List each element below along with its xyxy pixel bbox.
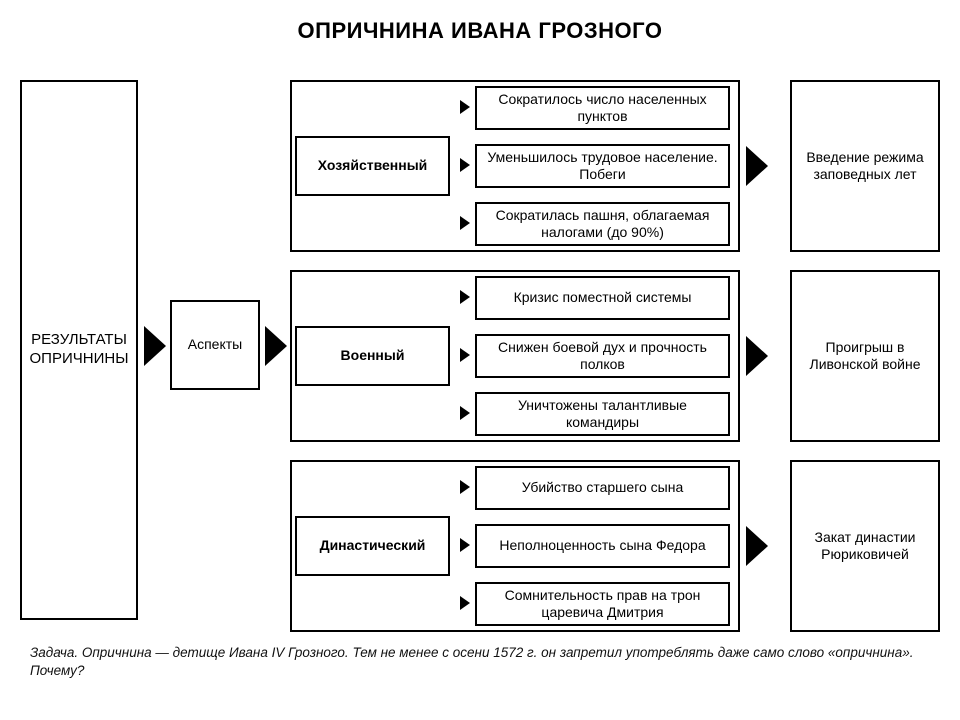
arrow-root-to-aspects xyxy=(144,326,166,366)
outcome-dynastic: Закат династии Рюриковичей xyxy=(790,460,940,632)
diagram-canvas: РЕЗУЛЬТАТЫ ОПРИЧНИНЫ Аспекты Хозяйственн… xyxy=(20,70,940,625)
detail-econ-2: Уменьшилось трудовое население. Побеги xyxy=(475,144,730,188)
arrow-dyn-outcome xyxy=(746,526,768,566)
arrow-dyn-d1 xyxy=(460,480,470,494)
arrow-dyn-d2 xyxy=(460,538,470,552)
arrow-econ-d3 xyxy=(460,216,470,230)
arrow-mil-d1 xyxy=(460,290,470,304)
page-title: ОПРИЧНИНА ИВАНА ГРОЗНОГО xyxy=(0,18,960,44)
arrow-mil-outcome xyxy=(746,336,768,376)
detail-mil-2: Снижен боевой дух и прочность полков xyxy=(475,334,730,378)
detail-dyn-3: Сомнительность прав на трон царевича Дми… xyxy=(475,582,730,626)
arrow-econ-d1 xyxy=(460,100,470,114)
category-military: Военный xyxy=(295,326,450,386)
arrow-mil-d2 xyxy=(460,348,470,362)
detail-dyn-1: Убийство старшего сына xyxy=(475,466,730,510)
detail-mil-3: Уничтожены талантливые командиры xyxy=(475,392,730,436)
detail-dyn-2: Неполноценность сына Федора xyxy=(475,524,730,568)
aspects-box: Аспекты xyxy=(170,300,260,390)
outcome-economic: Введение режима заповедных лет xyxy=(790,80,940,252)
outcome-military: Проигрыш в Ливонской войне xyxy=(790,270,940,442)
arrow-econ-outcome xyxy=(746,146,768,186)
detail-econ-1: Сократилось число населенных пунктов xyxy=(475,86,730,130)
category-dynastic: Династический xyxy=(295,516,450,576)
arrow-aspects-to-groups xyxy=(265,326,287,366)
footer-task-text: Задача. Опричнина — детище Ивана IV Гроз… xyxy=(30,644,930,680)
detail-econ-3: Сократилась пашня, облагаемая налогами (… xyxy=(475,202,730,246)
arrow-mil-d3 xyxy=(460,406,470,420)
arrow-dyn-d3 xyxy=(460,596,470,610)
category-economic: Хозяйственный xyxy=(295,136,450,196)
detail-mil-1: Кризис поместной системы xyxy=(475,276,730,320)
root-results-box: РЕЗУЛЬТАТЫ ОПРИЧНИНЫ xyxy=(20,80,138,620)
arrow-econ-d2 xyxy=(460,158,470,172)
